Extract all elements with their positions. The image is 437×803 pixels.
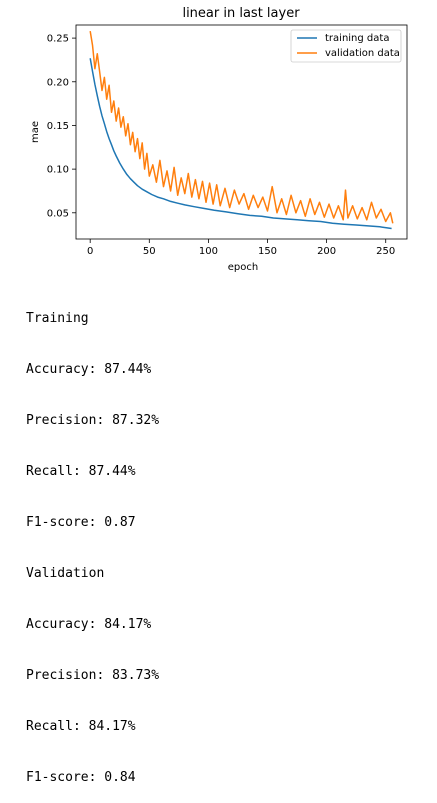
y-tick-label: 0.05 (47, 208, 69, 219)
x-tick-label: 50 (143, 246, 156, 257)
legend-label-training: training data (325, 33, 389, 44)
x-tick-label: 200 (317, 246, 336, 257)
training-data-line (89, 58, 392, 230)
y-tick-label: 0.10 (47, 165, 69, 176)
x-axis-label: epoch (228, 262, 258, 273)
x-tick-label: 0 (87, 246, 93, 257)
metrics-output: Training Accuracy: 87.44% Precision: 87.… (26, 276, 159, 803)
axis-ticks: 0 50 100 150 200 250 0.05 0.10 0.15 0.20 0.25 (47, 34, 396, 257)
metrics-heading-training: Training (26, 311, 89, 326)
x-tick-label: 250 (376, 246, 395, 257)
legend: training data validation data (290, 29, 402, 63)
plot-frame (75, 24, 408, 240)
y-axis-label: mae (30, 121, 41, 143)
metric-line: Recall: 87.44% (26, 464, 136, 479)
metric-line: Accuracy: 87.44% (26, 362, 152, 377)
metric-line: F1-score: 0.84 (26, 770, 136, 785)
metric-line: Precision: 83.73% (26, 668, 160, 683)
legend-box (290, 29, 402, 63)
metric-line: F1-score: 0.87 (26, 515, 136, 530)
x-tick-label: 100 (199, 246, 218, 257)
chart: linear in last layer 0 50 100 150 200 250 0.05… (30, 6, 408, 273)
y-tick-label: 0.15 (47, 121, 69, 132)
chart-title: linear in last layer (182, 6, 300, 21)
legend-label-validation: validation data (325, 48, 400, 59)
metrics-heading-validation: Validation (26, 566, 105, 581)
metric-line: Accuracy: 84.17% (26, 617, 152, 632)
x-tick-label: 150 (258, 246, 277, 257)
y-tick-label: 0.25 (47, 34, 69, 45)
y-tick-label: 0.20 (47, 77, 69, 88)
validation-data-line (89, 30, 394, 224)
plot-area (89, 30, 394, 230)
metric-line: Recall: 84.17% (26, 719, 136, 734)
metric-line: Precision: 87.32% (26, 413, 160, 428)
